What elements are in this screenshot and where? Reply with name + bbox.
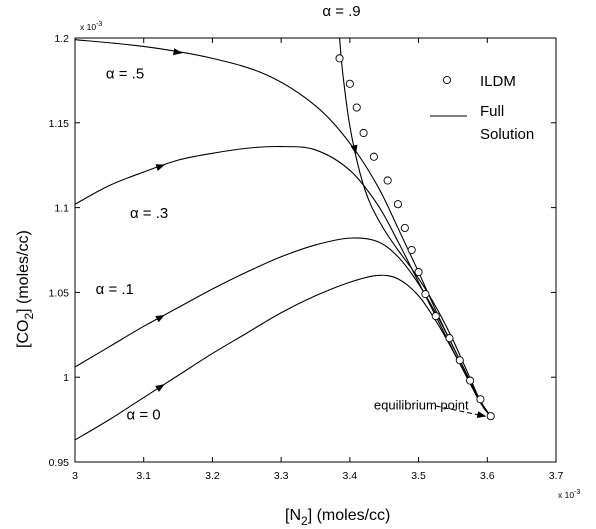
curve-label: α = .1 xyxy=(96,281,134,298)
x-axis: 3 3.1 3.2 3.3 3.4 3.5 3.6 3.7 xyxy=(72,38,563,482)
equilibrium-annotation: equilibrium point xyxy=(374,397,487,419)
full-solution-curves xyxy=(74,37,492,441)
ildm-point xyxy=(466,376,475,385)
equilibrium-arrow xyxy=(435,405,487,419)
y-tick-label: 1.2 xyxy=(54,33,69,45)
y-multiplier: x 10-3 xyxy=(80,21,102,32)
curve-labels: α = .9 α = .5 α = .3 α = .1 α = 0 xyxy=(96,3,361,424)
y-axis-label: [CO2] (moles/cc) xyxy=(15,230,36,348)
x-tick-label: 3.6 xyxy=(480,470,495,482)
direction-arrow xyxy=(350,144,358,155)
legend-ildm-marker xyxy=(442,75,452,85)
y-axis: 0.95 1 1.05 1.1 1.15 1.2 xyxy=(49,33,556,469)
x-tick-label: 3.7 xyxy=(549,470,564,482)
y-tick-label: 1.1 xyxy=(54,203,69,215)
y-tick-label: 1 xyxy=(63,372,69,384)
x-axis-label-sub: 2 xyxy=(301,514,308,528)
curve-series-0 xyxy=(339,37,492,417)
direction-arrow xyxy=(155,314,165,323)
legend-ildm-label: ILDM xyxy=(480,73,516,90)
curve-label: α = .5 xyxy=(106,66,144,83)
plot-frame xyxy=(74,37,557,463)
x-axis-label: [N2] (moles/cc) xyxy=(285,507,390,528)
ildm-point xyxy=(414,267,423,277)
x-tick-label: 3.4 xyxy=(343,470,358,482)
y-tick-label: 1.05 xyxy=(49,287,70,299)
ildm-point xyxy=(486,412,495,421)
curve-series-2 xyxy=(74,145,492,417)
ildm-markers xyxy=(335,54,495,421)
y-axis-label-sub: 2 xyxy=(22,313,36,320)
x-tick-label: 3.3 xyxy=(274,470,289,482)
ildm-point xyxy=(445,334,454,343)
legend: ILDM Full Solution xyxy=(430,73,534,143)
curve-series-3 xyxy=(74,237,492,417)
y-tick-label: 1.15 xyxy=(49,118,70,130)
x-axis-label-rest: ] (moles/cc) xyxy=(308,507,391,524)
ildm-point xyxy=(345,79,354,88)
ildm-point xyxy=(476,395,485,404)
ildm-point xyxy=(431,312,440,321)
x-tick-label: 3.2 xyxy=(205,470,220,482)
ildm-point xyxy=(359,128,368,138)
direction-arrows xyxy=(155,48,358,392)
ildm-point xyxy=(335,54,344,63)
ildm-point xyxy=(352,103,361,112)
x-multiplier-base: x 10 xyxy=(558,490,574,500)
ildm-point xyxy=(393,200,403,209)
ildm-point xyxy=(369,152,378,161)
y-multiplier-exp: -3 xyxy=(96,21,102,28)
ildm-point xyxy=(455,356,464,365)
curve-series-1 xyxy=(74,39,492,417)
y-axis-label-main: [CO xyxy=(15,320,32,348)
x-multiplier-exp: -3 xyxy=(574,489,580,496)
x-multiplier: x 10-3 xyxy=(558,489,580,500)
ildm-point xyxy=(421,290,430,299)
ildm-point xyxy=(407,245,416,255)
direction-arrow xyxy=(155,384,165,392)
legend-solution-label-2: Solution xyxy=(480,126,534,143)
direction-arrow xyxy=(155,164,166,171)
x-axis-label-main: [N xyxy=(285,507,301,524)
x-tick-label: 3.5 xyxy=(411,470,426,482)
x-tick-label: 3.1 xyxy=(136,470,151,482)
x-tick-label: 3 xyxy=(72,470,78,482)
y-tick-label: 0.95 xyxy=(49,457,70,469)
equilibrium-point-label: equilibrium point xyxy=(374,397,469,412)
curve-label: α = 0 xyxy=(127,407,161,424)
y-multiplier-base: x 10 xyxy=(80,22,96,32)
ildm-point xyxy=(400,223,409,233)
curve-label: α = .3 xyxy=(130,205,168,222)
ildm-point xyxy=(383,176,392,185)
y-axis-label-rest: ] (moles/cc) xyxy=(15,230,32,313)
curve-label: α = .9 xyxy=(322,3,360,20)
legend-solution-label-1: Full xyxy=(480,103,504,120)
direction-arrow xyxy=(173,48,183,56)
